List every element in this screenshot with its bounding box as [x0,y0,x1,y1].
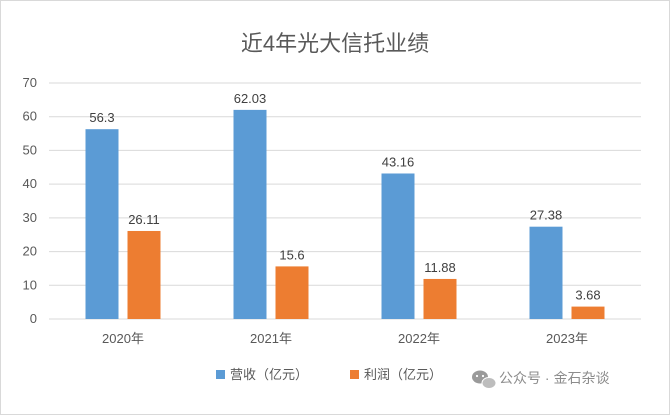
data-label: 3.68 [575,288,600,303]
x-tick-label: 2022年 [398,331,440,346]
y-tick-label: 0 [30,311,37,326]
data-labels: 56.3 26.11 62.03 15.6 43.16 11.88 27.38 3.68 [89,91,600,303]
legend-swatch-revenue [216,370,225,379]
y-tick-label: 70 [23,75,37,90]
data-label: 26.11 [128,212,160,227]
legend-label-profit: 利润（亿元） [364,367,442,382]
x-tick-label: 2021年 [250,331,292,346]
y-tick-label: 50 [23,142,37,157]
y-tick-label: 40 [23,176,37,191]
x-tick-label: 2020年 [102,331,144,346]
bars [85,109,605,319]
watermark-text: 公众号 · 金石杂谈 [499,370,609,386]
bar [423,278,457,319]
bar [381,173,415,319]
legend-label-revenue: 营收（亿元） [230,367,308,382]
chart-title: 近4年光大信托业绩 [241,31,429,56]
bar [127,230,161,319]
data-label: 11.88 [424,260,456,275]
x-tick-label: 2023年 [546,331,588,346]
data-label: 27.38 [530,208,563,223]
bar [529,226,563,319]
legend-swatch-profit [350,370,359,379]
data-label: 62.03 [234,91,267,106]
y-axis-ticks: 0 10 20 30 40 50 60 70 [23,75,37,326]
bar [233,109,267,319]
y-tick-label: 20 [23,244,37,259]
y-tick-label: 60 [23,109,37,124]
wechat-icon [472,370,497,389]
bar [571,306,605,319]
y-tick-label: 30 [23,210,37,225]
bar [275,266,309,319]
watermark: 公众号 · 金石杂谈 [472,370,609,389]
data-label: 15.6 [279,247,304,262]
y-tick-label: 10 [23,277,37,292]
data-label: 43.16 [382,154,415,169]
bar [85,129,119,319]
x-axis-ticks: 2020年 2021年 2022年 2023年 [102,331,588,346]
data-label: 56.3 [89,110,114,125]
legend: 营收（亿元） 利润（亿元） [216,367,442,382]
